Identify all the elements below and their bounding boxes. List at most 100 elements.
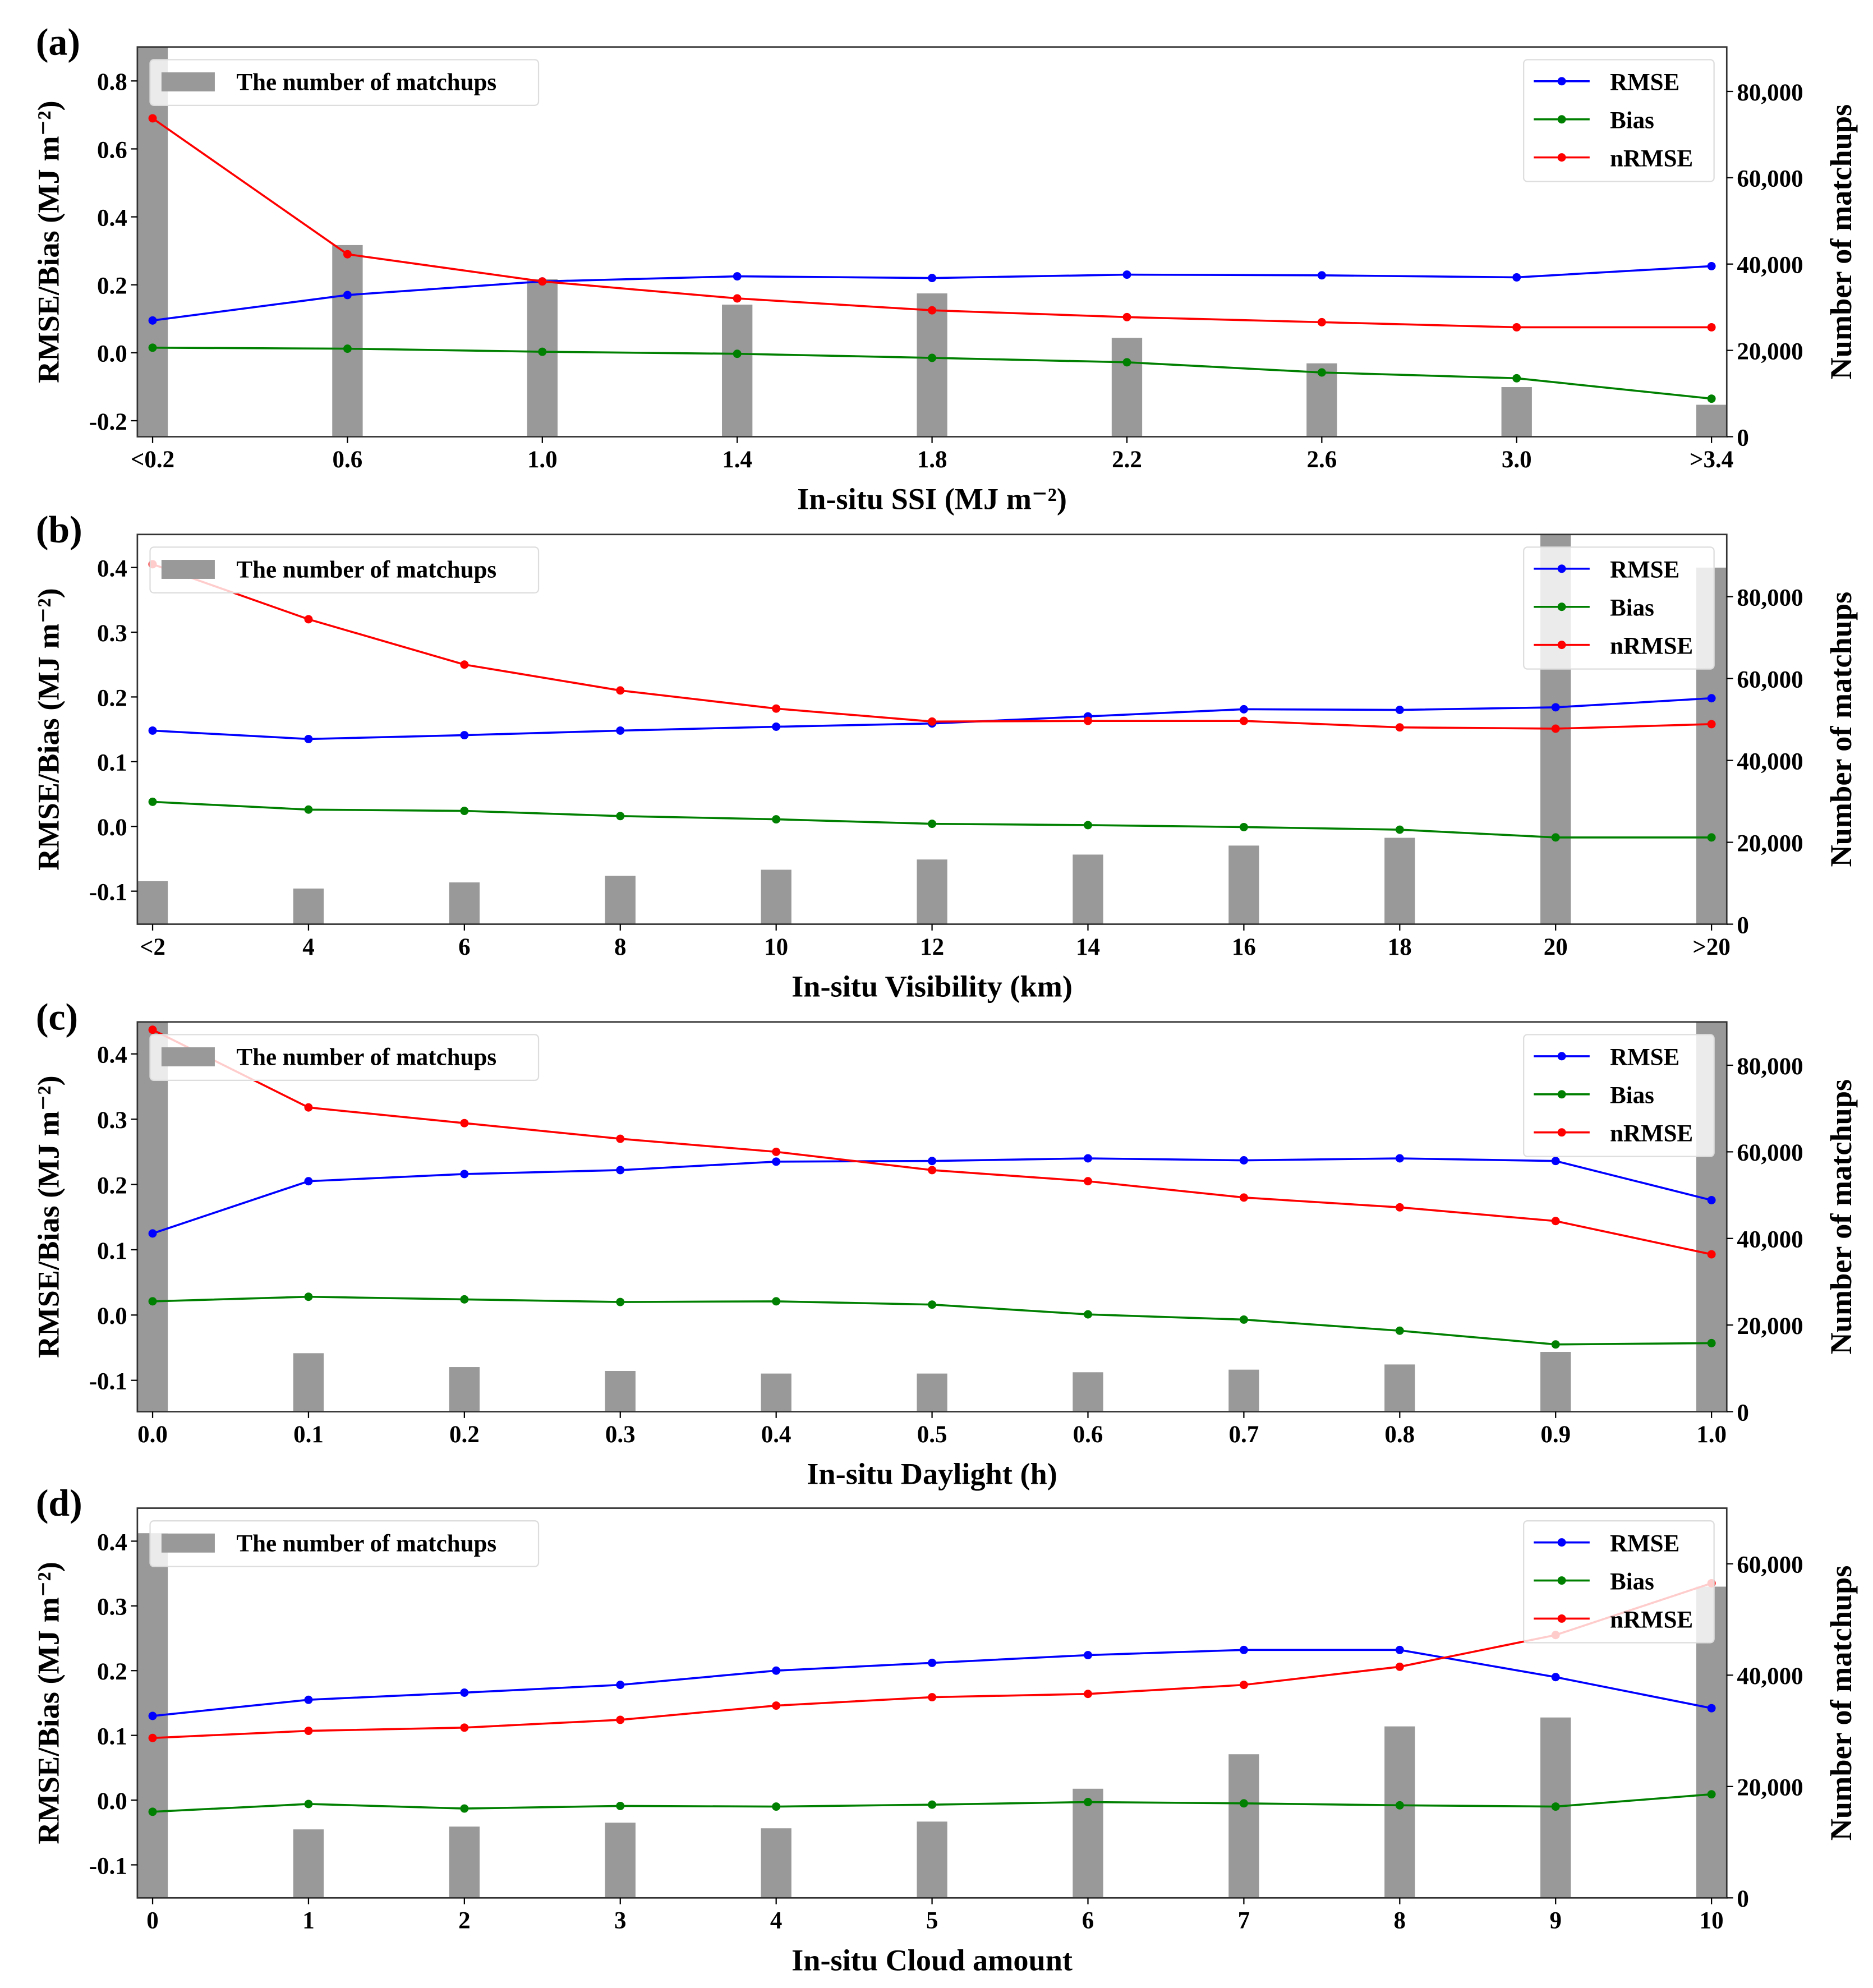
x-tick-label: >3.4 — [1690, 447, 1733, 473]
legend-label-rmse: RMSE — [1610, 70, 1679, 96]
x-tick-label: 5 — [926, 1908, 938, 1934]
point-rmse — [460, 731, 469, 740]
point-rmse — [1707, 261, 1716, 270]
point-rmse — [1239, 1645, 1248, 1654]
bar-matchups — [1540, 1352, 1571, 1412]
point-bias — [1707, 394, 1716, 403]
legend-marker-nrmse — [1557, 153, 1566, 162]
x-tick-label: 1.0 — [1696, 1421, 1727, 1448]
point-rmse — [1395, 1154, 1404, 1163]
y2-tick-label: 60,000 — [1737, 1140, 1803, 1166]
y-axis-label: RMSE/Bias (MJ m⁻²) — [32, 1562, 66, 1844]
legend-label-nrmse: nRMSE — [1610, 1607, 1693, 1633]
point-rmse — [616, 726, 625, 735]
y-tick-label: 0.2 — [97, 685, 127, 711]
bar-matchups — [1384, 837, 1415, 924]
y2-tick-label: 20,000 — [1737, 1775, 1803, 1801]
y-tick-label: 0.0 — [97, 1303, 127, 1329]
point-nrmse — [1239, 716, 1248, 725]
point-bias — [1707, 1790, 1716, 1799]
point-bias — [772, 815, 781, 824]
x-tick-label: 0.2 — [449, 1421, 480, 1448]
point-rmse — [1084, 1651, 1092, 1660]
x-tick-label: 0.9 — [1540, 1421, 1571, 1448]
legend-label-nrmse: nRMSE — [1610, 633, 1693, 659]
point-bias — [304, 805, 313, 814]
point-nrmse — [460, 660, 469, 669]
y-tick-label: 0.1 — [97, 750, 127, 776]
bar-matchups — [1384, 1726, 1415, 1898]
point-bias — [616, 812, 625, 821]
x-tick-label: 18 — [1388, 934, 1412, 960]
legend-marker-bias — [1557, 602, 1566, 611]
point-nrmse — [616, 686, 625, 695]
y2-axis-label: Number of matchups — [1824, 592, 1858, 867]
point-bias — [1122, 358, 1131, 367]
y2-tick-label: 80,000 — [1737, 80, 1803, 106]
point-rmse — [928, 1658, 937, 1667]
point-nrmse — [1084, 716, 1092, 725]
point-rmse — [1551, 703, 1560, 712]
bar-matchups — [1111, 338, 1143, 437]
point-nrmse — [733, 294, 742, 303]
y-tick-label: 0.3 — [97, 620, 127, 647]
y2-tick-label: 60,000 — [1737, 1552, 1803, 1579]
point-bias — [1239, 822, 1248, 831]
bar-matchups — [917, 293, 947, 437]
point-rmse — [772, 1157, 781, 1166]
point-rmse — [772, 723, 781, 731]
y-tick-label: 0.0 — [97, 1788, 127, 1815]
bar-matchups — [917, 1373, 947, 1412]
point-rmse — [1239, 705, 1248, 714]
point-nrmse — [1395, 1203, 1404, 1212]
point-rmse — [1707, 1704, 1716, 1713]
bar-matchups — [761, 869, 791, 924]
legend-bars-box — [149, 546, 540, 593]
point-rmse — [1395, 706, 1404, 714]
point-bias — [1395, 1801, 1404, 1810]
bar-matchups — [293, 1353, 324, 1412]
y2-tick-label: 40,000 — [1737, 748, 1803, 775]
x-tick-label: 0.5 — [917, 1421, 947, 1448]
point-rmse — [460, 1688, 469, 1697]
legend-bars-box — [149, 1034, 540, 1082]
panel-label: (b) — [36, 508, 82, 550]
x-tick-label: 20 — [1544, 934, 1568, 960]
point-nrmse — [304, 615, 313, 624]
legend-bars-box — [149, 1520, 540, 1567]
bar-matchups — [1073, 1788, 1103, 1898]
line-bias — [152, 800, 1712, 839]
point-bias — [343, 344, 352, 353]
legend-lines-box — [1523, 1034, 1715, 1157]
x-tick-label: 2.2 — [1112, 447, 1142, 473]
point-nrmse — [538, 277, 547, 286]
point-nrmse — [772, 704, 781, 713]
x-tick-label: 0.1 — [293, 1421, 324, 1448]
y2-tick-label: 20,000 — [1737, 338, 1803, 365]
bar-matchups — [761, 1828, 791, 1898]
point-bias — [772, 1297, 781, 1306]
bar-matchups — [137, 47, 168, 437]
x-tick-label: 4 — [302, 934, 315, 960]
point-bias — [148, 343, 157, 352]
point-rmse — [1122, 270, 1131, 279]
x-tick-label: 8 — [614, 934, 627, 960]
y-tick-label: 0.1 — [97, 1723, 127, 1750]
x-tick-label: 9 — [1549, 1908, 1562, 1934]
legend-marker-bias — [1557, 1576, 1566, 1585]
point-rmse — [1512, 273, 1521, 282]
point-nrmse — [1239, 1681, 1248, 1690]
point-rmse — [460, 1170, 469, 1179]
point-rmse — [1707, 1196, 1716, 1204]
y-tick-label: 0.4 — [97, 555, 127, 582]
x-tick-label: <0.2 — [131, 447, 174, 473]
point-rmse — [616, 1166, 625, 1175]
x-tick-label: 3.0 — [1502, 447, 1532, 473]
point-nrmse — [1707, 720, 1716, 729]
point-rmse — [304, 734, 313, 743]
x-axis-label: In-situ SSI (MJ m⁻²) — [797, 482, 1067, 516]
legend-marker-rmse — [1557, 1538, 1566, 1547]
point-nrmse — [1707, 323, 1716, 332]
point-bias — [928, 353, 937, 362]
